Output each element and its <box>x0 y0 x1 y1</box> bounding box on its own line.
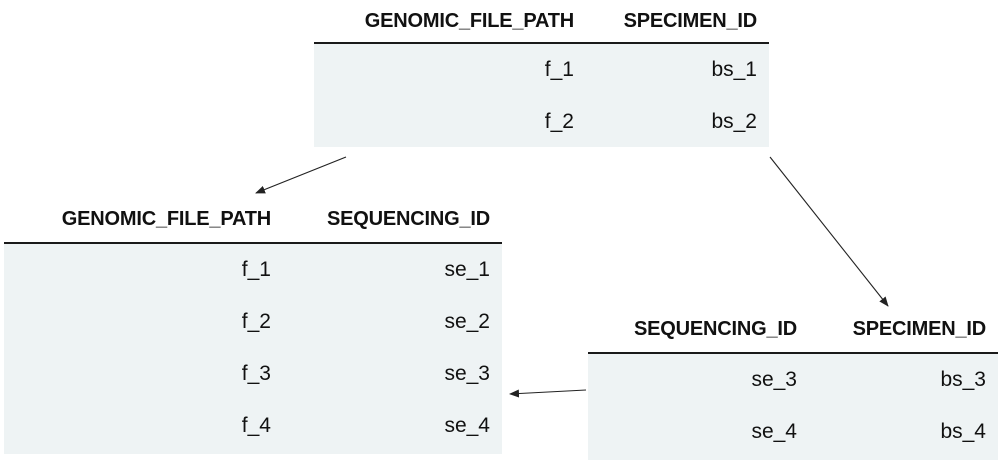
table-cell: se_4 <box>751 420 797 443</box>
arrow-top-to-bottom-right-table <box>769 156 889 307</box>
table-body: f_1 se_1 f_2 se_2 f_3 se_3 f_4 se_4 <box>4 244 502 454</box>
table-cell: se_4 <box>444 414 490 437</box>
table-cell: f_1 <box>544 58 574 81</box>
table-header: GENOMIC_FILE_PATH SEQUENCING_ID <box>4 196 502 244</box>
table-row: f_1 bs_1 <box>314 44 769 96</box>
table-row: f_1 se_1 <box>4 244 502 296</box>
table-cell: f_1 <box>241 258 271 281</box>
table-cell: se_3 <box>444 362 490 385</box>
table-cell: se_2 <box>444 310 490 333</box>
column-header-sequencing-id: SEQUENCING_ID <box>634 317 797 340</box>
table-row: f_4 se_4 <box>4 400 502 452</box>
table-row: f_2 bs_2 <box>314 96 769 148</box>
table-cell: f_3 <box>241 362 271 385</box>
sequencing-specimen-table: SEQUENCING_ID SPECIMEN_ID se_3 bs_3 se_4… <box>588 306 998 460</box>
table-cell: f_4 <box>241 414 271 437</box>
arrow-top-to-left-table <box>255 156 347 194</box>
table-cell: bs_3 <box>940 368 986 391</box>
genomic-file-sequencing-table: GENOMIC_FILE_PATH SEQUENCING_ID f_1 se_1… <box>4 196 502 454</box>
table-row: se_3 bs_3 <box>588 354 998 406</box>
column-header-specimen-id: SPECIMEN_ID <box>852 317 987 340</box>
table-cell: se_3 <box>751 368 797 391</box>
table-body: f_1 bs_1 f_2 bs_2 <box>314 44 769 147</box>
table-body: se_3 bs_3 se_4 bs_4 <box>588 354 998 460</box>
table-row: se_4 bs_4 <box>588 406 998 458</box>
table-cell: f_2 <box>241 310 271 333</box>
table-header: GENOMIC_FILE_PATH SPECIMEN_ID <box>314 0 769 44</box>
table-cell: bs_1 <box>711 58 757 81</box>
table-cell: f_2 <box>544 110 574 133</box>
column-header-sequencing-id: SEQUENCING_ID <box>327 207 490 230</box>
arrow-bottom-right-to-left-table <box>509 389 587 398</box>
column-header-specimen-id: SPECIMEN_ID <box>623 9 758 32</box>
table-cell: bs_2 <box>711 110 757 133</box>
table-cell: bs_4 <box>940 420 986 443</box>
column-header-genomic-file-path: GENOMIC_FILE_PATH <box>61 207 271 230</box>
table-header: SEQUENCING_ID SPECIMEN_ID <box>588 306 998 354</box>
table-row: f_3 se_3 <box>4 348 502 400</box>
column-header-genomic-file-path: GENOMIC_FILE_PATH <box>364 9 574 32</box>
table-row: f_2 se_2 <box>4 296 502 348</box>
table-cell: se_1 <box>444 258 490 281</box>
genomic-file-specimen-table: GENOMIC_FILE_PATH SPECIMEN_ID f_1 bs_1 f… <box>314 0 769 147</box>
